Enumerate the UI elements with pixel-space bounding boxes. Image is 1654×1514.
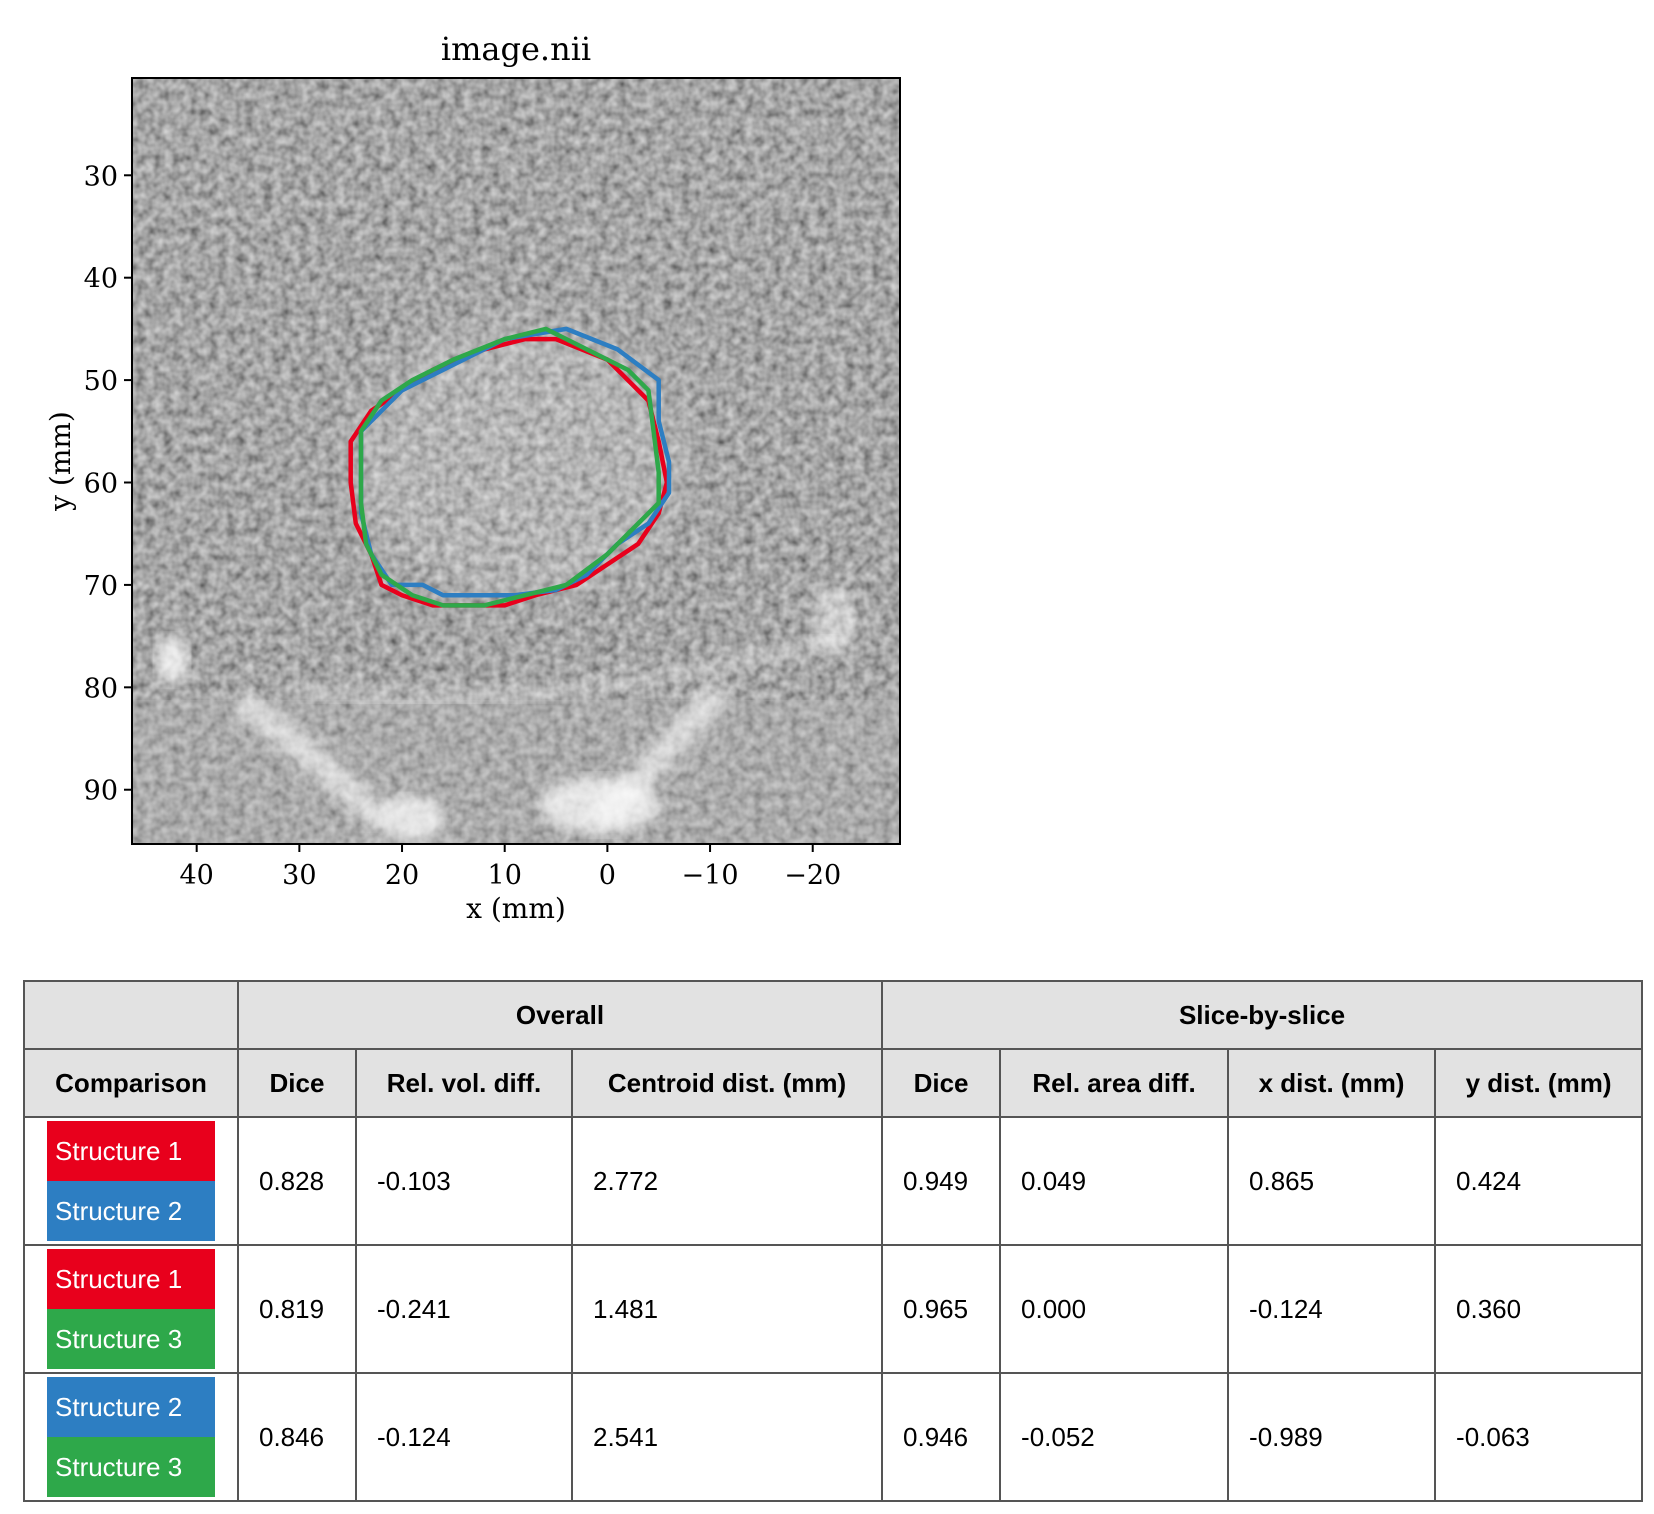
comparison-cell: Structure 1 Structure 3 [23, 1244, 239, 1374]
comparison-table: Overall Slice-by-slice Comparison Dice R… [23, 980, 1644, 1502]
column-header-x-dist: x dist. (mm) [1227, 1048, 1437, 1118]
y-axis-label: y (mm) [44, 411, 77, 512]
group-header-empty [23, 980, 239, 1050]
structure-badge: Structure 1 [47, 1249, 215, 1309]
plot-title: image.nii [441, 30, 591, 68]
structure-badge: Structure 1 [47, 1121, 215, 1181]
rel-area-diff-cell: -0.052 [999, 1372, 1230, 1502]
structure-badge: Structure 2 [47, 1181, 215, 1241]
column-header-comparison: Comparison [23, 1048, 239, 1118]
y-tick-label: 30 [84, 161, 118, 192]
structure-badge: Structure 3 [47, 1309, 215, 1369]
rel-vol-diff-cell: -0.241 [355, 1244, 573, 1374]
x-tick-label: 0 [599, 860, 616, 891]
slice-dice-cell: 0.965 [881, 1244, 1002, 1374]
contour-structure-2 [358, 326, 672, 598]
group-header-overall: Overall [236, 980, 884, 1050]
x-dist-cell: -0.989 [1227, 1372, 1437, 1502]
table-row: Structure 2 Structure 3 0.846 -0.124 2.541 0.… [23, 1372, 1644, 1502]
contour-structure-3 [358, 326, 661, 608]
contour-plot: image.nii 40 30 20 10 0 −10 −2030405060708090 … [44, 30, 901, 925]
structure-badge: Structure 2 [47, 1377, 215, 1437]
y-tick-label: 90 [84, 776, 118, 807]
column-header-rel-area-diff: Rel. area diff. [999, 1048, 1230, 1118]
dice-cell: 0.828 [237, 1116, 357, 1246]
y-tick-label: 40 [84, 264, 118, 295]
comparison-cell: Structure 2 Structure 3 [23, 1372, 239, 1502]
x-axis-label: x (mm) [466, 892, 566, 925]
column-header-slice-dice: Dice [881, 1048, 1002, 1118]
dice-cell: 0.819 [237, 1244, 357, 1374]
table-row: Structure 1 Structure 2 0.828 -0.103 2.772 0.… [23, 1116, 1644, 1246]
comparison-cell: Structure 1 Structure 2 [23, 1116, 239, 1246]
slice-dice-cell: 0.946 [881, 1372, 1002, 1502]
x-dist-cell: -0.124 [1227, 1244, 1437, 1374]
x-tick-label: 10 [488, 860, 522, 891]
x-tick-label: 40 [180, 860, 214, 891]
x-tick-label: 30 [282, 860, 316, 891]
axis-ticks: 40 30 20 10 0 −10 −20 30 40 50 60 70 80 90 [84, 161, 842, 891]
contour-layer [348, 326, 672, 608]
y-tick-label: 50 [84, 366, 118, 397]
centroid-dist-cell: 1.481 [570, 1244, 884, 1374]
rel-vol-diff-cell: -0.103 [355, 1116, 573, 1246]
slice-dice-cell: 0.949 [881, 1116, 1002, 1246]
x-tick-label: 20 [385, 860, 419, 891]
rel-area-diff-cell: 0.000 [999, 1244, 1230, 1374]
group-header-slice-by-slice: Slice-by-slice [881, 980, 1644, 1050]
dice-cell: 0.846 [237, 1372, 357, 1502]
column-header-rel-vol-diff: Rel. vol. diff. [355, 1048, 573, 1118]
centroid-dist-cell: 2.772 [570, 1116, 884, 1246]
structure-badge: Structure 3 [47, 1437, 215, 1497]
x-tick-label: −10 [682, 860, 739, 891]
rel-area-diff-cell: 0.049 [999, 1116, 1230, 1246]
column-header-centroid-dist: Centroid dist. (mm) [570, 1048, 884, 1118]
y-tick-label: 70 [84, 571, 118, 602]
y-dist-cell: 0.360 [1434, 1244, 1644, 1374]
column-header-y-dist: y dist. (mm) [1434, 1048, 1644, 1118]
y-dist-cell: -0.063 [1434, 1372, 1644, 1502]
axes-frame [131, 77, 901, 845]
table-row: Structure 1 Structure 3 0.819 -0.241 1.481 0.… [23, 1244, 1644, 1374]
x-tick-label: −20 [784, 860, 841, 891]
rel-vol-diff-cell: -0.124 [355, 1372, 573, 1502]
x-dist-cell: 0.865 [1227, 1116, 1437, 1246]
y-dist-cell: 0.424 [1434, 1116, 1644, 1246]
ultrasound-image [132, 78, 900, 844]
column-header-dice: Dice [237, 1048, 357, 1118]
centroid-dist-cell: 2.541 [570, 1372, 884, 1502]
y-tick-label: 80 [84, 673, 118, 704]
y-tick-label: 60 [84, 469, 118, 500]
